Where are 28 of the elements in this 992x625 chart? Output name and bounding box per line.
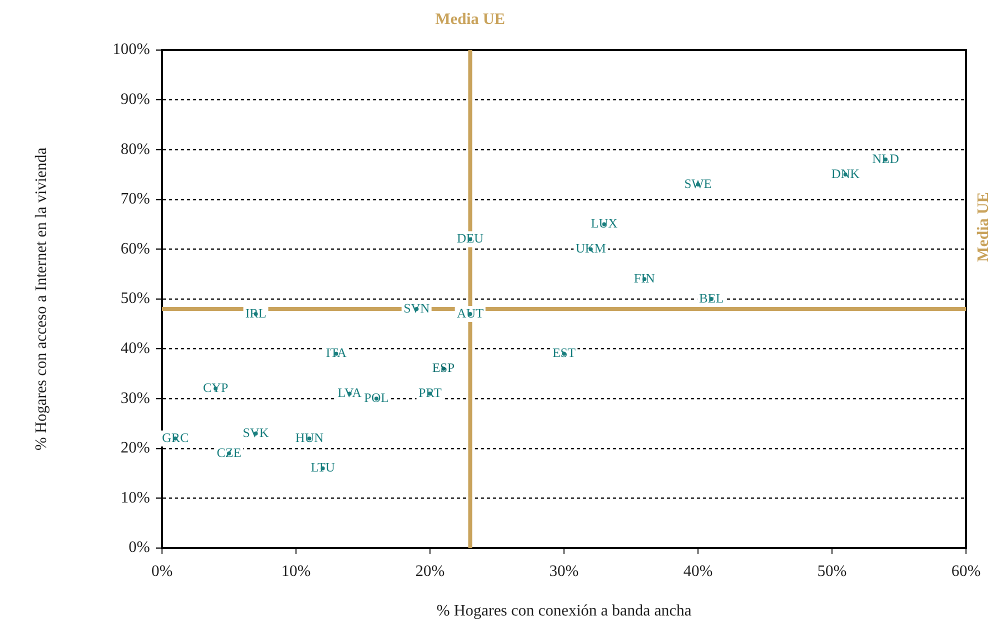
y-axis-title: % Hogares con acceso a Internet en la vivienda [32, 148, 50, 450]
y-tick-label: 100% [112, 41, 150, 58]
y-tick-label: 50% [120, 290, 150, 308]
x-axis-title: % Hogares con conexión a banda ancha [436, 602, 692, 620]
y-tick-label: 0% [128, 539, 150, 556]
x-tick-label: 30% [549, 562, 579, 580]
x-tick-label: 50% [817, 562, 847, 580]
x-tick-label: 60% [951, 562, 981, 580]
y-tick-label: 60% [120, 240, 150, 258]
series-label: DNK [831, 166, 860, 181]
ref-line-label: Media UE [435, 11, 506, 28]
y-tick-label: 70% [120, 190, 150, 208]
series-label: LUX [590, 216, 618, 231]
series-label: ESP [432, 360, 455, 376]
y-tick-label: 10% [120, 489, 150, 506]
series-label: HUN [295, 430, 324, 445]
x-tick-label: 20% [415, 562, 445, 580]
x-tick-label: 10% [281, 562, 311, 580]
y-tick-label: 20% [120, 440, 150, 457]
y-tick-label: 80% [120, 140, 150, 158]
x-tick-label: 0% [151, 562, 173, 580]
y-tick-label: 90% [120, 91, 150, 108]
series-label: LTU [310, 460, 336, 475]
y-tick-label: 30% [120, 390, 150, 407]
ref-line-label: Media UE [975, 192, 992, 262]
series-label: NLD [872, 150, 899, 166]
x-tick-label: 40% [683, 562, 713, 580]
y-tick-label: 40% [120, 340, 150, 358]
